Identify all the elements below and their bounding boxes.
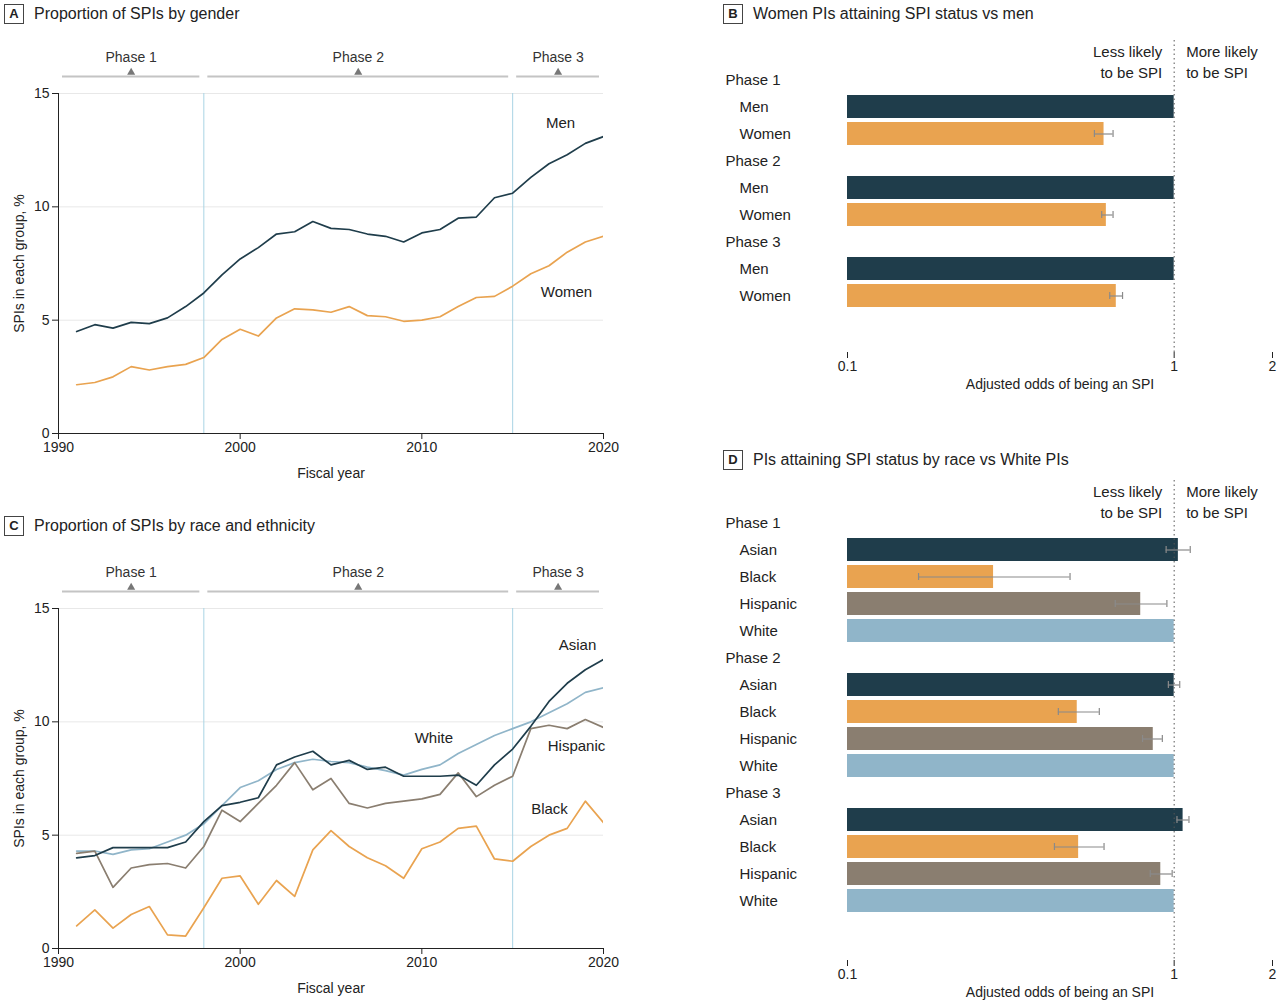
html-text:Proportion of SPIs by gender: Proportion of SPIs by gender [34,5,240,22]
svg-text:Black: Black [531,800,568,817]
svg-text:Black: Black [740,568,777,585]
svg-text:Black: Black [740,838,777,855]
svg-text:0: 0 [41,425,50,441]
svg-text:2020: 2020 [588,439,619,455]
svg-text:Less likelyto be SPI: Less likelyto be SPI [1093,43,1163,81]
svg-text:Phase 3: Phase 3 [726,233,781,250]
svg-text:Men: Men [740,98,769,115]
svg-text:Phase 2: Phase 2 [333,564,385,580]
svg-text:Hispanic: Hispanic [740,595,798,612]
html-text:PIs attaining SPI status by ra: PIs attaining SPI status by race vs Whit… [753,451,1069,468]
svg-text:SPIs in each group, %: SPIs in each group, % [11,194,27,333]
svg-text:Hispanic: Hispanic [740,865,798,882]
html-text:D: D [728,452,738,467]
svg-text:Men: Men [740,260,769,277]
svg-text:0: 0 [41,940,50,956]
svg-text:Men: Men [740,179,769,196]
html-text:C: C [9,518,19,533]
svg-text:5: 5 [42,312,50,328]
svg-text:Women: Women [740,125,791,142]
svg-text:Black: Black [740,703,777,720]
svg-text:2010: 2010 [406,439,437,455]
svg-text:Fiscal year: Fiscal year [297,465,365,481]
html-text:A: A [9,6,19,21]
svg-text:Men: Men [546,114,575,131]
svg-text:1: 1 [1170,966,1178,982]
svg-text:More likelyto be SPI: More likelyto be SPI [1186,483,1258,521]
svg-text:0.1: 0.1 [838,358,858,374]
svg-text:Hispanic: Hispanic [740,730,798,747]
svg-text:1990: 1990 [43,439,74,455]
svg-text:White: White [740,892,778,909]
svg-text:Asian: Asian [740,541,778,558]
svg-text:Phase 1: Phase 1 [726,71,781,88]
svg-text:SPIs in each group, %: SPIs in each group, % [11,709,27,848]
svg-text:2010: 2010 [406,954,437,970]
svg-text:White: White [415,729,453,746]
svg-text:Phase 3: Phase 3 [532,564,584,580]
svg-text:Adjusted odds of being an SPI: Adjusted odds of being an SPI [966,376,1154,392]
svg-text:1990: 1990 [43,954,74,970]
svg-text:2: 2 [1269,358,1277,374]
svg-text:Phase 3: Phase 3 [532,49,584,65]
svg-text:Phase 1: Phase 1 [105,49,157,65]
svg-text:Phase 3: Phase 3 [726,784,781,801]
svg-text:Women: Women [740,206,791,223]
svg-text:0.1: 0.1 [838,966,858,982]
svg-text:2000: 2000 [225,439,256,455]
svg-text:Phase 2: Phase 2 [726,152,781,169]
svg-text:10: 10 [34,713,50,729]
svg-text:Phase 1: Phase 1 [726,514,781,531]
svg-text:15: 15 [34,85,50,101]
svg-text:Women: Women [740,287,791,304]
svg-text:Phase 2: Phase 2 [333,49,385,65]
svg-text:White: White [740,622,778,639]
svg-text:Asian: Asian [740,676,778,693]
html-text:Women PIs attaining SPI status: Women PIs attaining SPI status vs men [753,5,1034,22]
svg-text:1: 1 [1170,358,1178,374]
svg-text:Less likelyto be SPI: Less likelyto be SPI [1093,483,1163,521]
svg-text:More likelyto be SPI: More likelyto be SPI [1186,43,1258,81]
svg-text:Hispanic: Hispanic [548,737,606,754]
svg-text:White: White [740,757,778,774]
svg-text:Phase 2: Phase 2 [726,649,781,666]
svg-text:Fiscal year: Fiscal year [297,980,365,996]
svg-text:15: 15 [34,600,50,616]
svg-text:Asian: Asian [740,811,778,828]
svg-text:2: 2 [1269,966,1277,982]
svg-text:2000: 2000 [225,954,256,970]
svg-text:Women: Women [541,283,592,300]
html-text:Proportion of SPIs by race and: Proportion of SPIs by race and ethnicity [34,517,315,534]
svg-text:10: 10 [34,198,50,214]
svg-text:Asian: Asian [559,636,597,653]
svg-text:2020: 2020 [588,954,619,970]
svg-text:Adjusted odds of being an SPI: Adjusted odds of being an SPI [966,984,1154,1000]
svg-text:Phase 1: Phase 1 [105,564,157,580]
html-text:B: B [728,6,738,21]
svg-text:5: 5 [42,827,50,843]
